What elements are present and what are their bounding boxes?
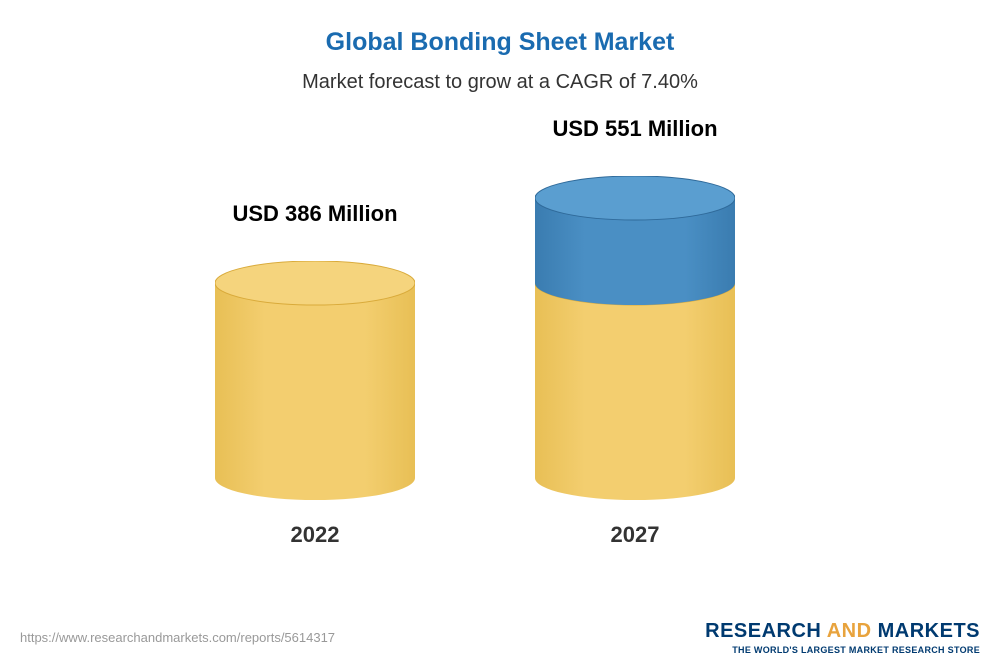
footer: https://www.researchandmarkets.com/repor… (0, 617, 1000, 667)
value-label-2027: USD 551 Million (535, 116, 735, 142)
logo-word-3: MARKETS (878, 620, 980, 642)
chart-title: Global Bonding Sheet Market (0, 0, 1000, 57)
year-label-2022: 2022 (215, 522, 415, 548)
logo-word-2: AND (827, 620, 872, 642)
logo-text: RESEARCH AND MARKETS (705, 620, 980, 643)
year-label-2027: 2027 (535, 522, 735, 548)
value-label-2022: USD 386 Million (215, 201, 415, 227)
cylinder-2027: USD 551 Million2027 (535, 176, 735, 500)
logo-word-1: RESEARCH (705, 620, 821, 642)
cylinder-2022: USD 386 Million2022 (215, 261, 415, 500)
brand-logo: RESEARCH AND MARKETS THE WORLD'S LARGEST… (705, 620, 980, 655)
chart-subtitle: Market forecast to grow at a CAGR of 7.4… (0, 71, 1000, 94)
chart-area: USD 386 Million2022 USD 551 Million2027 (0, 120, 1000, 560)
source-url: https://www.researchandmarkets.com/repor… (20, 630, 335, 645)
logo-tagline: THE WORLD'S LARGEST MARKET RESEARCH STOR… (705, 645, 980, 655)
infographic-container: Global Bonding Sheet Market Market forec… (0, 0, 1000, 667)
